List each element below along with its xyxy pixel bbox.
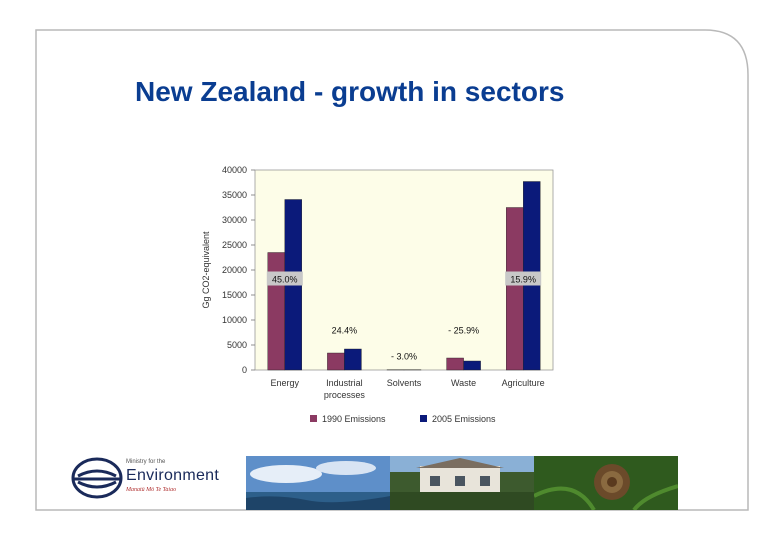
y-tick-label: 20000	[222, 265, 247, 275]
slide-title: New Zealand - growth in sectors	[135, 76, 565, 107]
bar-chart: 0 5000 10000 15000 20000 25000 30000 35000 40000…	[201, 165, 554, 424]
x-tick-label: processes	[324, 390, 366, 400]
ministry-emblem-icon	[71, 457, 123, 499]
legend-swatch	[310, 415, 317, 422]
x-tick-label: Waste	[451, 378, 476, 388]
photo-fern	[534, 456, 678, 510]
y-tick-label: 35000	[222, 190, 247, 200]
photo-sky-sea	[246, 456, 390, 510]
annotation-box	[505, 271, 542, 286]
x-tick-label: Energy	[271, 378, 300, 388]
photo-building	[390, 456, 534, 510]
y-tick-label: 40000	[222, 165, 247, 175]
data-label: 15.9%	[510, 275, 536, 285]
y-tick-label: 15000	[222, 290, 247, 300]
bar	[344, 348, 362, 371]
bar	[506, 207, 524, 371]
x-tick-label: Agriculture	[502, 378, 545, 388]
bar	[327, 352, 345, 371]
plot-area	[254, 169, 554, 371]
annotation-box	[266, 271, 303, 286]
y-tick-label: 5000	[227, 340, 247, 350]
logo-text-environment: Environment	[126, 467, 220, 484]
ministry-logo: Ministry for the Environment Manatū Mō T…	[70, 456, 240, 500]
bar	[463, 360, 481, 371]
legend-label: 2005 Emissions	[432, 414, 496, 424]
data-label: - 3.0%	[391, 352, 417, 362]
y-tick-label: 10000	[222, 315, 247, 325]
y-tick-label: 30000	[222, 215, 247, 225]
bar	[446, 357, 464, 371]
data-label: - 25.9%	[448, 326, 479, 336]
data-label: 45.0%	[272, 275, 298, 285]
x-tick-label: Solvents	[387, 378, 422, 388]
logo-text-maori: Manatū Mō Te Taiao	[126, 487, 177, 493]
legend-label: 1990 Emissions	[322, 414, 386, 424]
logo-text-ministry: Ministry for the	[126, 459, 166, 465]
data-label: 24.4%	[332, 326, 358, 336]
y-axis-label: Gg CO2-equivalent	[201, 231, 211, 309]
y-tick-label: 0	[242, 365, 247, 375]
bar	[267, 252, 286, 371]
y-tick-label: 25000	[222, 240, 247, 250]
legend-swatch	[420, 415, 427, 422]
x-tick-label: Industrial	[326, 378, 363, 388]
